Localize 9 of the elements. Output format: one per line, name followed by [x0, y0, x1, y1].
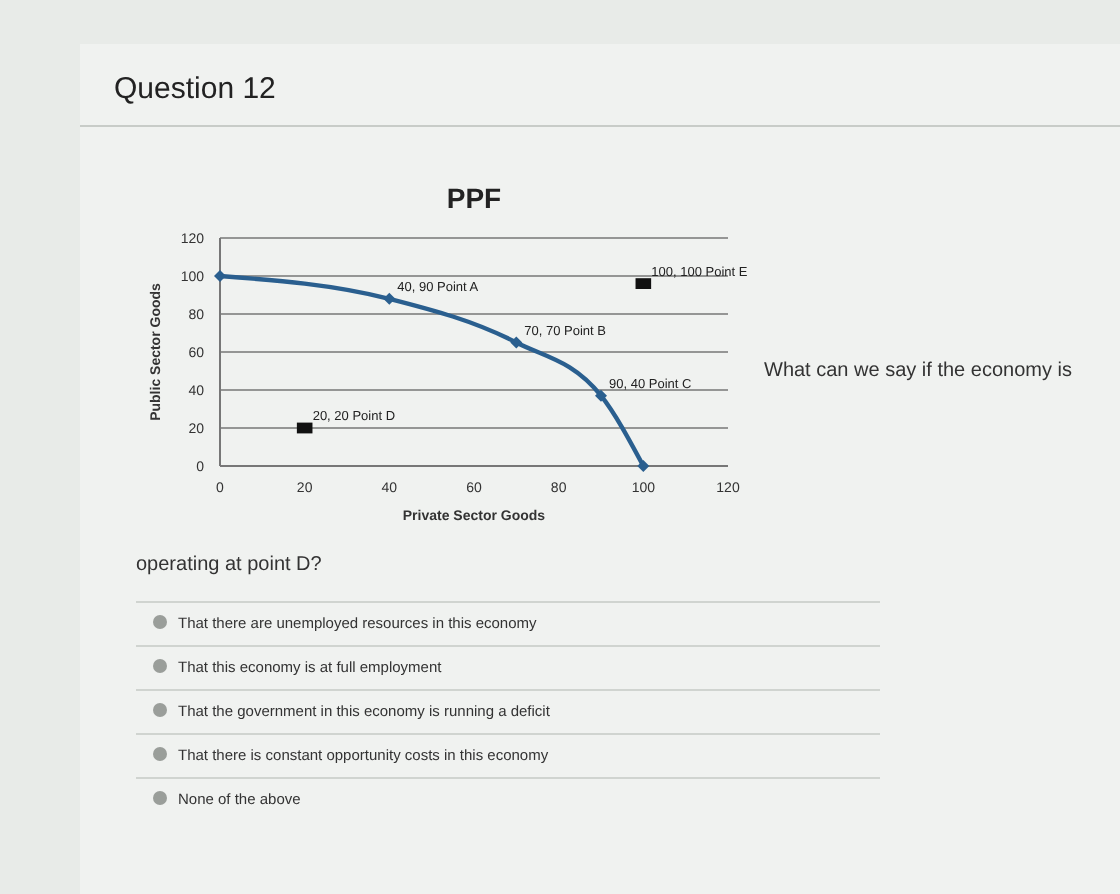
text: Question 12 — [114, 72, 276, 106]
text: What can we say if the economy is — [764, 360, 1072, 382]
point — [637, 460, 650, 472]
point — [383, 292, 396, 305]
chart-title: PPF — [446, 182, 503, 214]
text: operating at point D? — [136, 554, 323, 576]
point — [510, 336, 523, 349]
point — [595, 389, 607, 402]
point — [214, 270, 226, 282]
